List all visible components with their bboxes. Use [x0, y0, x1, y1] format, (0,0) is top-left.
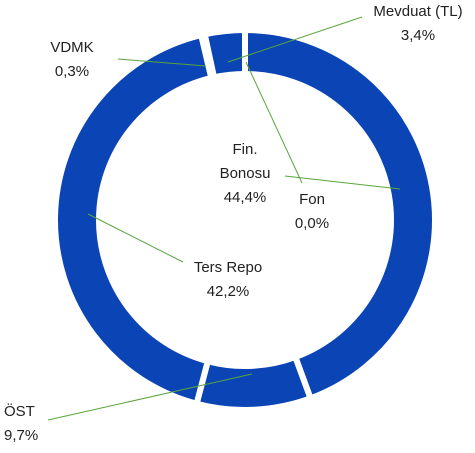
data-label: ÖST 9,7%: [4, 400, 64, 448]
leader-line: [87, 213, 184, 263]
donut-slice: [242, 26, 438, 403]
value-label: 0,0%: [294, 215, 330, 232]
leader-line: [117, 58, 207, 67]
data-label: Fon 0,0%: [282, 188, 342, 236]
data-label: Ters Repo 42,2%: [178, 256, 278, 304]
data-label: Mevduat (TL) 3,4%: [358, 0, 475, 48]
category-label: VDMK: [50, 39, 94, 56]
data-label: VDMK 0,3%: [42, 36, 102, 84]
value-label: 9,7%: [4, 427, 39, 444]
donut-slice: [192, 353, 315, 413]
category-label: Fon: [299, 191, 325, 208]
category-label: Fin. Bonosu: [219, 141, 271, 182]
leader-line: [284, 175, 401, 190]
value-label: 0,3%: [54, 63, 90, 80]
leader-line: [227, 16, 363, 63]
category-label: ÖST: [4, 403, 35, 420]
category-label: Mevduat (TL): [373, 3, 463, 20]
leader-line: [245, 61, 303, 184]
data-label: Fin. Bonosu 44,4%: [215, 138, 275, 210]
leader-line: [47, 373, 253, 421]
value-label: 3,4%: [400, 27, 436, 44]
donut-slice: [201, 26, 248, 81]
value-label: 44,4%: [223, 189, 267, 206]
category-label: Ters Repo: [193, 259, 263, 276]
donut-slice: [52, 31, 215, 408]
value-label: 42,2%: [206, 283, 250, 300]
